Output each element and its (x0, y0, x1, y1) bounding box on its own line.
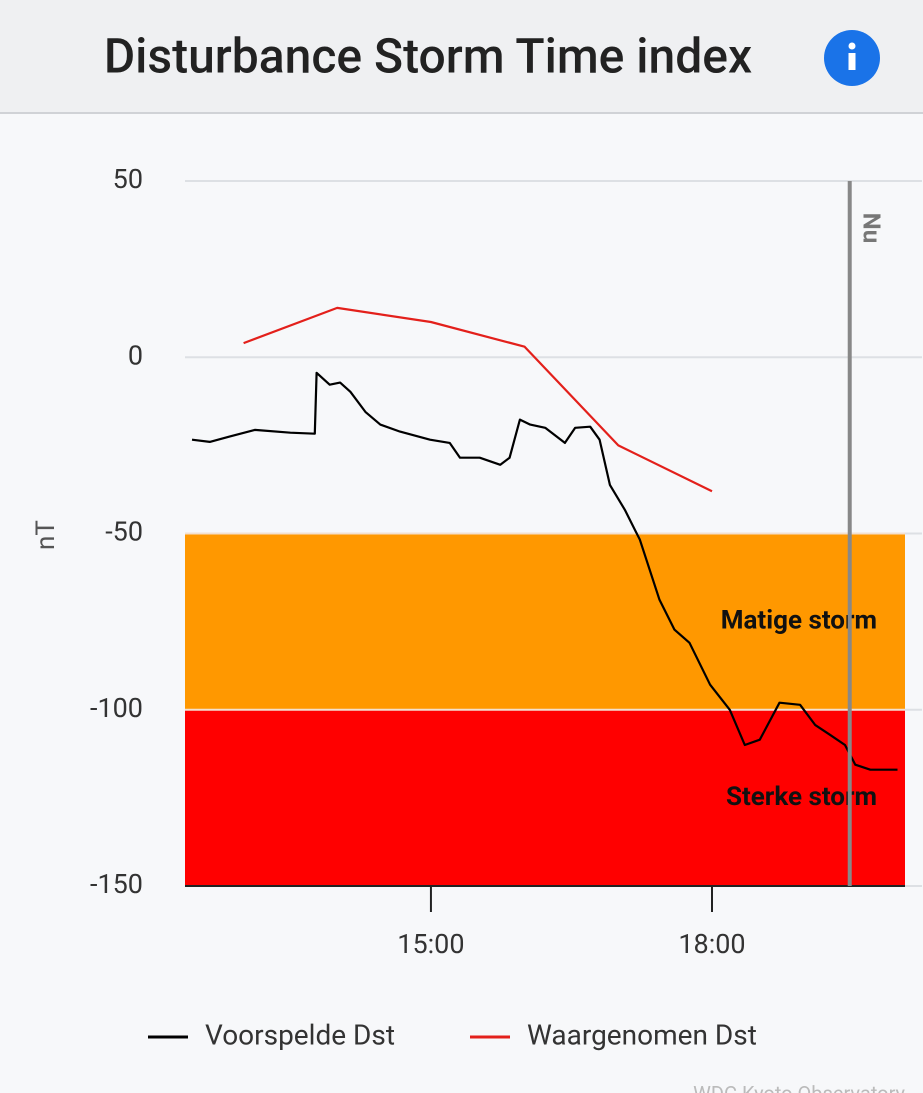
header-bg (0, 0, 923, 113)
chart-title: Disturbance Storm Time index (104, 28, 752, 85)
storm-band (185, 709, 905, 886)
legend-label: Voorspelde Dst (205, 1018, 395, 1051)
legend-label: Waargenomen Dst (527, 1018, 757, 1051)
y-tick-label: 50 (113, 163, 143, 195)
y-axis-label: nT (31, 520, 61, 550)
x-tick-label: 15:00 (397, 928, 464, 960)
info-icon[interactable] (824, 30, 880, 86)
x-tick-label: 18:00 (678, 928, 745, 960)
y-tick-label: -50 (105, 516, 143, 548)
y-tick-label: -100 (90, 692, 143, 724)
band-label: Matige storm (721, 606, 877, 636)
series-line (191, 371, 898, 771)
band-label: Sterke storm (726, 782, 877, 812)
now-label: Nu (857, 213, 885, 243)
y-tick-label: -150 (90, 868, 143, 900)
series-line (243, 306, 713, 493)
source-label: WDC Kyoto Observatory (693, 1081, 905, 1093)
storm-band (185, 533, 905, 710)
y-tick-label: 0 (128, 339, 143, 371)
